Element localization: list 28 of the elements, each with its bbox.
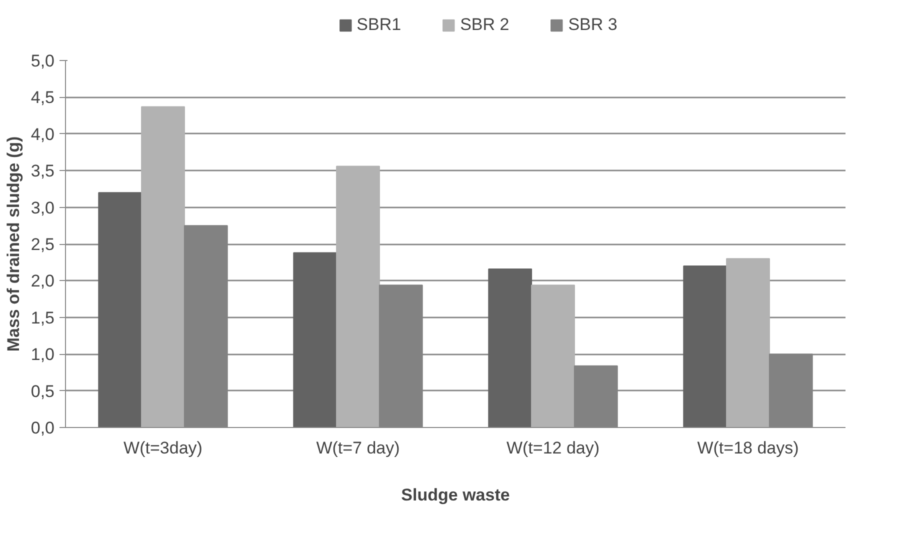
y-tick-label: 3,5 — [30, 162, 55, 181]
bar — [293, 252, 338, 428]
y-axis-title: Mass of drained sludge (g) — [4, 136, 23, 352]
bar — [336, 166, 380, 428]
legend-label: SBR1 — [356, 15, 402, 35]
x-axis-title: Sludge waste — [401, 486, 510, 504]
x-tick-label: W(t=12 day) — [506, 438, 600, 458]
x-tick-label: W(t=18 days) — [697, 438, 799, 458]
y-tick-label: 0,0 — [30, 418, 55, 438]
bar — [531, 284, 575, 428]
x-tick-label: W(t=7 day) — [316, 438, 400, 458]
y-tick-label: 0,5 — [30, 382, 55, 401]
x-tick-label: W(t=3day) — [124, 438, 202, 458]
legend-label: SBR 3 — [568, 15, 618, 35]
bar — [141, 106, 185, 428]
y-tick-label: 4,5 — [30, 88, 55, 108]
y-tick-label: 5,0 — [30, 52, 55, 70]
bar — [98, 192, 142, 428]
y-tick-label: 1,0 — [30, 345, 55, 364]
bar — [488, 268, 532, 428]
y-tick-label: 2,5 — [30, 235, 55, 254]
y-tick-label: 2,0 — [30, 272, 55, 291]
legend-label: SBR 2 — [460, 15, 510, 35]
bar — [726, 258, 770, 428]
y-tick-label: 1,5 — [30, 308, 55, 328]
y-tick-label: 3,0 — [30, 198, 55, 218]
bar — [683, 266, 728, 428]
y-tick-label: 4,0 — [30, 124, 55, 144]
